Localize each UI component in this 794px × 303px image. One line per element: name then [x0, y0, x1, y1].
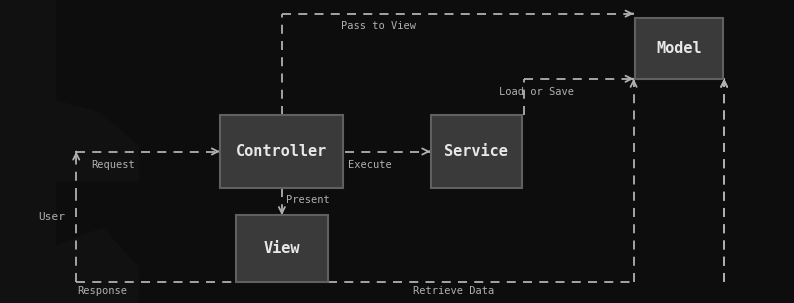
Polygon shape — [0, 0, 139, 112]
Polygon shape — [0, 0, 139, 303]
Text: View: View — [264, 241, 300, 256]
Text: Execute: Execute — [348, 160, 391, 170]
Polygon shape — [0, 0, 56, 303]
Text: Retrieve Data: Retrieve Data — [413, 286, 494, 297]
Text: Load or Save: Load or Save — [499, 87, 573, 98]
Text: Present: Present — [286, 195, 330, 205]
Text: User: User — [38, 211, 65, 222]
FancyBboxPatch shape — [237, 215, 327, 282]
Text: Controller: Controller — [237, 144, 327, 159]
Text: Service: Service — [445, 144, 508, 159]
Text: Model: Model — [656, 41, 702, 56]
FancyBboxPatch shape — [430, 115, 522, 188]
Text: Request: Request — [91, 160, 135, 170]
Text: Pass to View: Pass to View — [341, 21, 416, 31]
Text: Response: Response — [77, 286, 127, 297]
FancyBboxPatch shape — [635, 18, 723, 79]
Polygon shape — [0, 182, 139, 267]
FancyBboxPatch shape — [220, 115, 343, 188]
